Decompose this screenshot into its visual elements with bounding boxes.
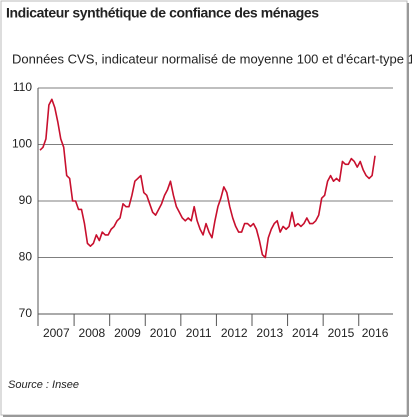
x-tick-label: 2009 — [114, 326, 141, 340]
line — [39, 98, 376, 259]
y-tick-label: 110 — [13, 80, 32, 94]
chart-subtitle: Données CVS, indicateur normalisé de moy… — [12, 51, 412, 66]
source: Source : Insee — [8, 379, 79, 391]
x-tick-label: 2014 — [292, 326, 319, 340]
x-tick-label: 2008 — [79, 326, 106, 340]
y-tick-label: 90 — [19, 193, 33, 207]
y-tick-label: 70 — [19, 306, 33, 320]
x-tick-label: 2016 — [362, 326, 389, 340]
x-tick-label: 2010 — [150, 326, 177, 340]
x-tick-label: 2011 — [186, 326, 212, 340]
x-tick-label: 2007 — [43, 326, 70, 340]
y-tick-label: 100 — [12, 137, 32, 151]
x-tick-label: 2012 — [221, 326, 248, 340]
y-tick-label: 80 — [19, 250, 33, 264]
x-tick-label: 2013 — [256, 326, 283, 340]
chart-title: Indicateur synthétique de confiance des … — [6, 5, 319, 21]
x-tick-label: 2015 — [328, 326, 355, 340]
